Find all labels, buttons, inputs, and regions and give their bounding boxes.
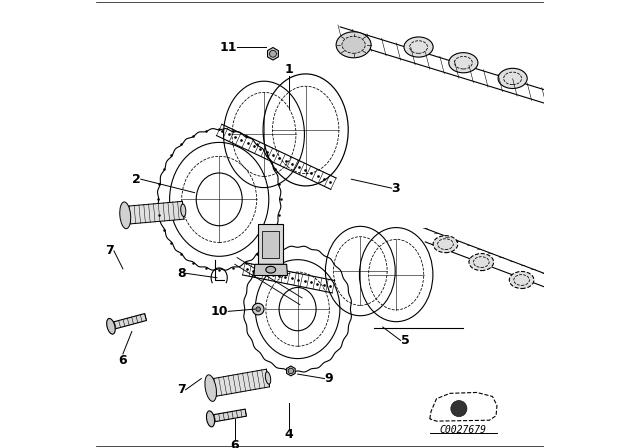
Circle shape	[256, 307, 260, 311]
Polygon shape	[209, 369, 269, 397]
Text: 5: 5	[401, 334, 410, 347]
Text: 7: 7	[105, 244, 114, 258]
Text: C0027679: C0027679	[440, 425, 487, 435]
Polygon shape	[262, 231, 280, 258]
Circle shape	[269, 50, 276, 57]
Text: 11: 11	[220, 40, 237, 54]
Text: 9: 9	[324, 372, 333, 385]
Ellipse shape	[449, 53, 478, 73]
Ellipse shape	[107, 319, 115, 334]
Circle shape	[451, 401, 467, 417]
Text: 4: 4	[284, 428, 293, 441]
Text: 2: 2	[132, 172, 141, 186]
Text: 3: 3	[392, 181, 400, 195]
Polygon shape	[268, 47, 278, 60]
Ellipse shape	[509, 271, 534, 289]
Ellipse shape	[180, 204, 186, 216]
Polygon shape	[287, 366, 295, 376]
Polygon shape	[124, 201, 184, 224]
Ellipse shape	[498, 68, 527, 89]
Ellipse shape	[404, 37, 433, 57]
Text: 6: 6	[118, 354, 127, 367]
Ellipse shape	[342, 36, 365, 53]
Ellipse shape	[120, 202, 131, 229]
Ellipse shape	[207, 411, 214, 427]
Ellipse shape	[336, 32, 371, 58]
Text: 1: 1	[284, 63, 293, 76]
Text: 8: 8	[177, 267, 186, 280]
Polygon shape	[110, 314, 147, 330]
Circle shape	[252, 303, 264, 315]
Text: 7: 7	[177, 383, 186, 396]
Polygon shape	[259, 224, 283, 264]
Ellipse shape	[205, 375, 216, 401]
Ellipse shape	[433, 236, 458, 253]
Ellipse shape	[469, 254, 493, 271]
Circle shape	[288, 368, 294, 374]
Text: 10: 10	[211, 305, 228, 318]
Polygon shape	[254, 264, 287, 276]
Polygon shape	[210, 409, 246, 422]
Ellipse shape	[266, 266, 276, 273]
Text: 6: 6	[230, 439, 239, 448]
Ellipse shape	[266, 372, 271, 384]
